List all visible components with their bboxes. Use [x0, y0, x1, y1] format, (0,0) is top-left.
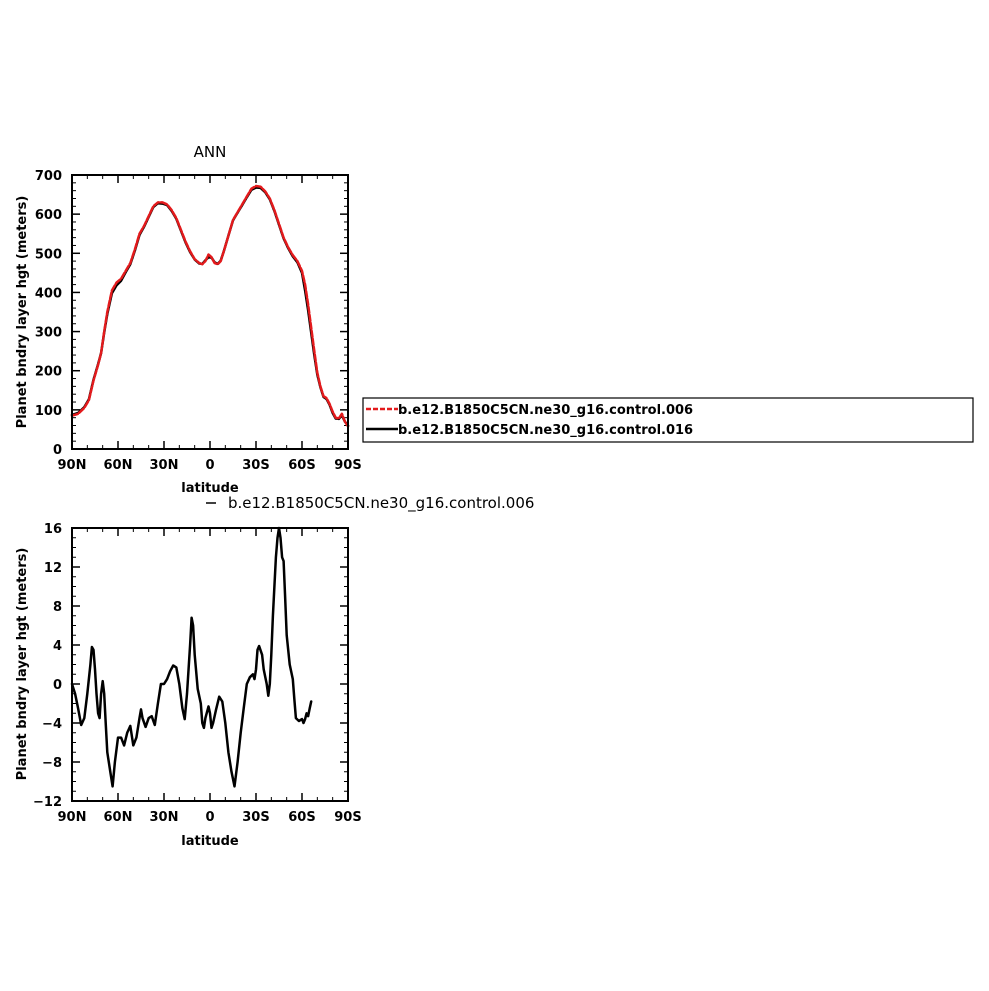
bottom-y-tick-label: 0	[53, 678, 62, 693]
top-x-tick-label: 90S	[334, 458, 361, 473]
top-series-2-line	[70, 186, 350, 427]
bottom-y-tick-label: 12	[44, 561, 62, 576]
top-y-tick-label: 400	[35, 286, 62, 301]
top-y-axis-label: Planet bndry layer hgt (meters)	[15, 196, 30, 429]
top-y-tick-label: 100	[35, 404, 62, 419]
bottom-x-tick-label: 60N	[104, 810, 133, 825]
top-chart-title: ANN	[194, 143, 227, 161]
bottom-x-tick-label: 30S	[242, 810, 269, 825]
bottom-plot-frame	[71, 527, 349, 802]
top-x-tick-label: 30N	[150, 458, 179, 473]
bottom-y-tick-label: −12	[33, 795, 62, 810]
bottom-y-tick-label: 8	[53, 600, 62, 615]
legend: b.e12.B1850C5CN.ne30_g16.control.006 b.e…	[362, 397, 974, 443]
bottom-x-tick-label: 90S	[334, 810, 361, 825]
bottom-y-tick-label: 16	[44, 522, 62, 537]
bottom-x-tick-label: 30N	[150, 810, 179, 825]
bottom-chart-title: b.e12.B1850C5CN.ne30_g16.control.006	[228, 494, 534, 513]
top-y-tick-label: 700	[35, 169, 62, 184]
bottom-y-tick-label: −8	[42, 756, 62, 771]
legend-label-series-2: b.e12.B1850C5CN.ne30_g16.control.016	[398, 423, 693, 438]
top-x-tick-label: 0	[205, 458, 214, 473]
bottom-x-axis-label: latitude	[181, 834, 239, 849]
bottom-x-tick-label: 0	[205, 810, 214, 825]
legend-box	[362, 397, 974, 443]
top-y-tick-label: 200	[35, 365, 62, 380]
top-y-tick-label: 500	[35, 247, 62, 262]
top-x-axis-label: latitude	[181, 481, 239, 496]
top-x-tick-label: 90N	[58, 458, 87, 473]
bottom-panel: b.e12.B1850C5CN.ne30_g16.control.006 90N…	[15, 494, 534, 849]
bottom-y-tick-label: −4	[42, 717, 62, 732]
top-x-tick-label: 60N	[104, 458, 133, 473]
top-y-tick-label: 300	[35, 326, 62, 341]
top-y-tick-label: 0	[53, 443, 62, 458]
top-plot-frame	[71, 174, 349, 450]
top-series-1-line	[70, 184, 350, 428]
bottom-series-1-line	[70, 526, 313, 788]
legend-label-series-1: b.e12.B1850C5CN.ne30_g16.control.006	[398, 403, 693, 418]
bottom-y-axis-label: Planet bndry layer hgt (meters)	[15, 548, 30, 781]
bottom-x-tick-label: 90N	[58, 810, 87, 825]
top-x-tick-label: 30S	[242, 458, 269, 473]
top-y-tick-label: 600	[35, 208, 62, 223]
top-panel: ANN 90N 60N 30N 0 30S 60S 90S 0 100 200 300 400 500 6…	[15, 143, 362, 496]
bottom-x-tick-label: 60S	[288, 810, 315, 825]
top-x-tick-label: 60S	[288, 458, 315, 473]
bottom-y-tick-label: 4	[53, 639, 62, 654]
